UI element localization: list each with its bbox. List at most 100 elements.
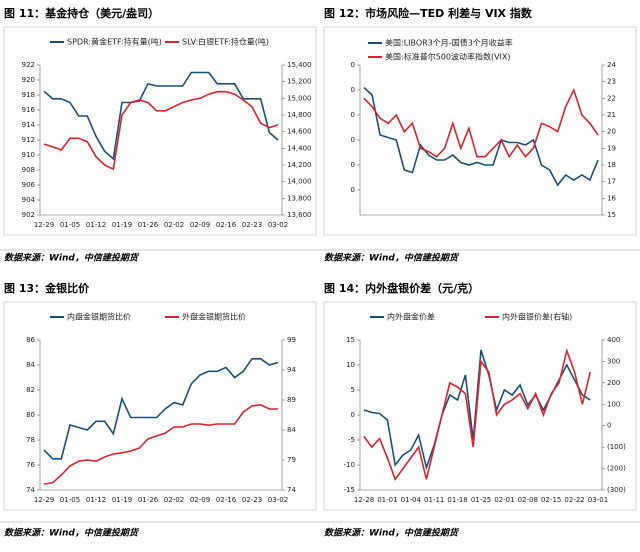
y-tick-label: 15: [346, 336, 355, 344]
x-tick-label: 01-12: [86, 221, 106, 229]
x-tick-label: 01-18: [447, 496, 467, 504]
x-tick-label: 02-02: [164, 221, 184, 229]
series-line: [363, 86, 599, 187]
y2-tick-label: 14,200: [287, 161, 312, 169]
y-tick-label: 910: [22, 151, 35, 159]
series-line: [43, 357, 279, 460]
y2-tick-label: 74: [287, 486, 296, 494]
series-line: [363, 87, 599, 159]
y2-tick-label: 23: [607, 78, 616, 86]
x-tick-label: 01-19: [112, 221, 132, 229]
y2-tick-label: 15,400: [287, 61, 312, 69]
y2-tick-label: 79: [287, 456, 296, 464]
y-tick-label: 912: [22, 136, 35, 144]
y-tick-label: 904: [22, 196, 36, 204]
y2-tick-label: 14,400: [287, 144, 312, 152]
y-tick-label: 74: [26, 486, 35, 494]
legend-label: 内盘金银期货比价: [67, 312, 131, 322]
y-tick-label: -5: [348, 436, 355, 444]
series-line: [43, 403, 278, 485]
chart-title: 图 12：市场风险—TED 利差与 VIX 指数: [324, 6, 533, 20]
series-line: [363, 347, 591, 481]
source-note: 数据来源：Wind，中信建投期货: [324, 253, 460, 264]
y-tick-label: 86: [26, 336, 35, 344]
y-tick-label: 78: [26, 436, 35, 444]
y2-tick-label: 13,600: [287, 211, 312, 219]
x-tick-label: 01-26: [138, 496, 159, 504]
series-line: [43, 71, 279, 161]
chart-title: 图 11：基金持仓（美元/盎司）: [4, 6, 159, 20]
y2-tick-label: 15,200: [287, 78, 312, 86]
x-tick-label: 01-01: [377, 496, 397, 504]
y-tick-label: 5: [351, 386, 355, 394]
y2-tick-label: 14,600: [287, 128, 312, 136]
x-tick-label: 01-12: [86, 496, 106, 504]
y2-tick-label: 300: [607, 357, 620, 365]
x-tick-label: 02-22: [564, 496, 584, 504]
legend-label: SLV:白银ETF:持仓量(吨): [182, 37, 269, 47]
y-tick-label: 906: [22, 181, 36, 189]
y2-tick-label: 200: [607, 379, 620, 387]
y-tick-label: 916: [22, 106, 36, 114]
y-tick-label: 0: [351, 61, 355, 69]
legend-label: 内外盘金价差: [387, 312, 435, 322]
y-tick-label: 902: [22, 211, 35, 219]
y-tick-label: 0: [351, 411, 355, 419]
y2-tick-label: 0: [607, 422, 611, 430]
x-tick-label: 12-28: [354, 496, 374, 504]
x-tick-label: 03-01: [588, 496, 608, 504]
y2-tick-label: 21: [607, 111, 616, 119]
y2-tick-label: (100): [607, 443, 626, 451]
y2-tick-label: 99: [287, 336, 296, 344]
y2-tick-label: 17: [607, 178, 616, 186]
legend-label: 美国:LIBOR3个月-国债3个月收益率: [385, 38, 513, 48]
chart-title: 图 14：内外盘银价差（元/克）: [324, 281, 479, 295]
x-tick-label: 12-29: [34, 221, 54, 229]
source-note: 数据来源：Wind，中信建投期货: [4, 253, 140, 264]
x-tick-label: 01-11: [424, 496, 444, 504]
y2-tick-label: 16: [607, 194, 616, 202]
y2-tick-label: 13,800: [287, 194, 312, 202]
chart-title: 图 13：金银比价: [4, 281, 90, 295]
y-tick-label: 918: [22, 91, 35, 99]
y2-tick-label: 15,000: [287, 94, 312, 102]
y-tick-label: 82: [26, 386, 35, 394]
x-tick-label: 02-09: [190, 496, 210, 504]
x-tick-label: 03-02: [268, 221, 288, 229]
x-tick-label: 01-05: [60, 496, 80, 504]
x-tick-label: 01-25: [471, 496, 491, 504]
y2-tick-label: 19: [607, 144, 616, 152]
y-tick-label: 76: [26, 461, 35, 469]
legend-label: 外盘金银期货比价: [182, 312, 246, 322]
x-tick-label: 02-02: [164, 496, 184, 504]
x-tick-label: 02-23: [242, 221, 262, 229]
y-tick-label: 920: [22, 76, 35, 84]
source-note: 数据来源：Wind，中信建投期货: [4, 528, 140, 539]
y-tick-label: 922: [22, 61, 35, 69]
y2-tick-label: 20: [607, 128, 616, 136]
y-tick-label: 84: [26, 361, 35, 369]
x-tick-label: 02-23: [242, 496, 262, 504]
x-tick-label: 01-26: [138, 221, 159, 229]
y2-tick-label: 14,000: [287, 178, 312, 186]
y2-tick-label: 84: [287, 426, 296, 434]
y-tick-label: 914: [22, 121, 36, 129]
x-tick-label: 12-29: [34, 496, 54, 504]
x-tick-label: 02-01: [494, 496, 514, 504]
x-tick-label: 02-08: [518, 496, 538, 504]
y2-tick-label: (300): [607, 486, 626, 494]
y2-tick-label: 400: [607, 336, 620, 344]
y2-tick-label: (200): [607, 465, 626, 473]
x-tick-label: 02-16: [216, 496, 237, 504]
chart-frame: [3, 26, 317, 236]
y-tick-label: -10: [344, 461, 355, 469]
x-tick-label: 02-16: [216, 221, 237, 229]
x-tick-label: 02-09: [190, 221, 210, 229]
y-tick-label: 908: [22, 166, 35, 174]
y2-tick-label: 14,800: [287, 111, 312, 119]
legend-label: 内外盘银价差(右轴): [502, 312, 572, 322]
x-tick-label: 01-04: [401, 496, 422, 504]
chart-frame: [3, 301, 317, 511]
y-tick-label: 80: [26, 411, 35, 419]
